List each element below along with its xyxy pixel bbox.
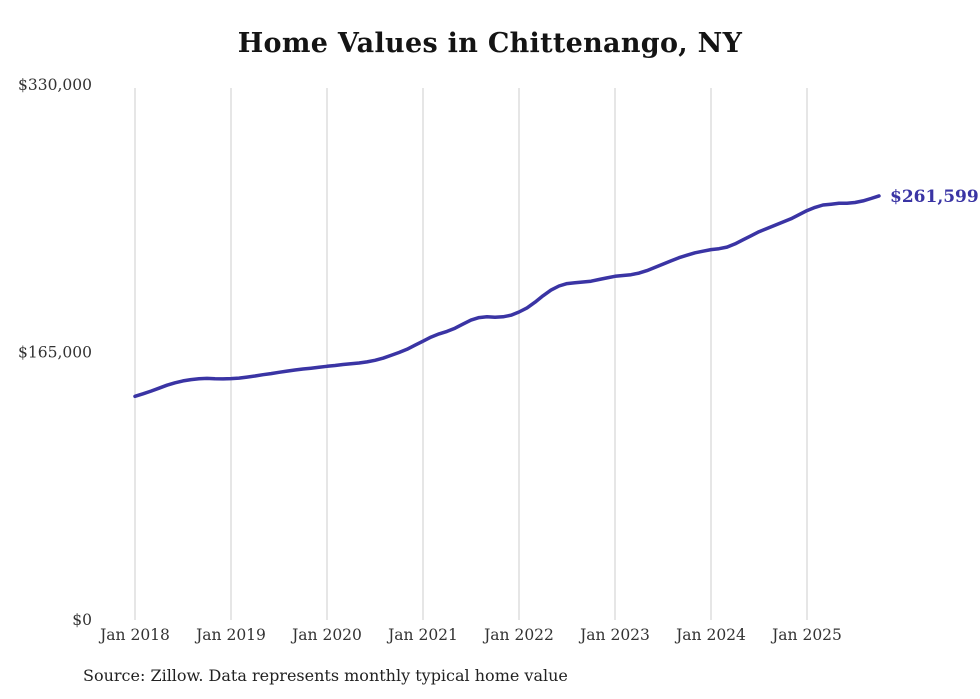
x-tick-label: Jan 2018	[98, 626, 170, 644]
y-tick-label: $0	[72, 611, 92, 629]
x-tick-label: Jan 2020	[290, 626, 362, 644]
x-tick-label: Jan 2021	[386, 626, 458, 644]
value-line	[133, 194, 881, 399]
source-note: Source: Zillow. Data represents monthly …	[83, 666, 568, 685]
end-value-label: $261,599	[890, 187, 979, 207]
y-tick-label: $330,000	[18, 76, 92, 94]
x-tick-label: Jan 2023	[578, 626, 650, 644]
chart-title: Home Values in Chittenango, NY	[237, 28, 743, 59]
x-tick-label: Jan 2025	[770, 626, 842, 644]
y-tick-label: $165,000	[18, 344, 92, 362]
x-tick-label: Jan 2022	[482, 626, 554, 644]
x-tick-label: Jan 2019	[194, 626, 266, 644]
x-tick-label: Jan 2024	[674, 626, 746, 644]
